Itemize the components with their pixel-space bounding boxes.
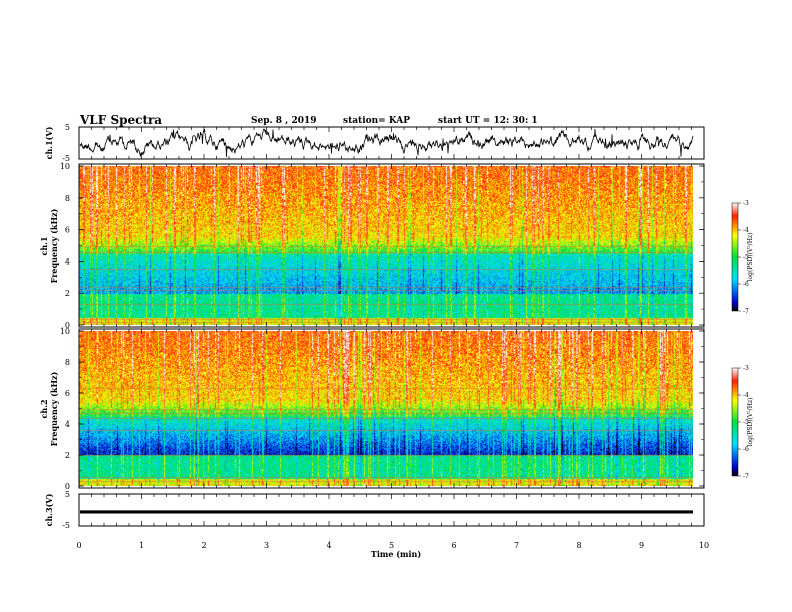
ch1-spectrogram-ylabel-channel: ch.1 [39,236,49,255]
x-tick-label: 5 [389,541,394,550]
start-time-label: start UT = 12: 30: 1 [438,116,538,126]
y-tick-label: 2 [65,451,70,460]
figure-title: VLF Spectra [79,113,162,127]
x-tick-label: 9 [639,541,644,550]
y-tick-label: 4 [65,257,70,266]
ch2-colorbar-label: log(PSD)(V²/Hz) [747,398,754,447]
colorbar-tick-label: -5 [743,419,749,426]
ch2-colorbar-scale [731,367,739,477]
ch1-colorbar-scale [731,202,739,312]
x-axis-tick-labels: 0 1 2 3 4 5 6 7 8 9 10 [76,541,709,550]
y-tick-label: 4 [65,420,70,429]
x-tick-label: 6 [451,541,456,550]
x-tick-label: 3 [264,541,269,550]
y-tick-label: 8 [65,358,70,367]
x-tick-label: 7 [514,541,519,550]
ch3-waveform-panel: 5 -5 ch.3(V) [44,490,705,530]
ch1-ytick-top: 5 [65,123,70,132]
ch2-spectrogram-ylabel-channel: ch.2 [39,399,49,418]
y-tick-label: 0 [65,482,70,491]
y-tick-label: 8 [65,194,70,203]
ch1-waveform-panel: 5 -5 ch.1(V) [44,123,705,163]
ch1-spectrogram-yticks: 0 2 4 6 8 10 [60,162,704,330]
ch2-spectrogram-ticks [78,329,705,488]
ch3-ytick-top: 5 [65,490,70,499]
y-tick-label: 6 [65,226,70,235]
ch2-spectrogram-yticks: 0 2 4 6 8 10 [60,327,704,491]
colorbar-tick-label: -7 [743,308,749,315]
ch2-spectrogram-panel: 0 2 4 6 8 10 ch.2 Frequency (kHz) -3 -4 -5 -6 -7 … [39,327,754,491]
date-label: Sep. 8 , 2019 [251,116,317,126]
y-tick-label: 0 [65,321,70,330]
colorbar-tick-label: -5 [743,254,749,261]
colorbar-tick-label: -3 [743,365,749,372]
colorbar-tick-label: -3 [743,200,749,207]
x-tick-label: 10 [699,541,709,550]
ch1-colorbar-ticks: -3 -4 -5 -6 -7 [738,200,749,315]
ch1-spectrogram-ticks [78,164,705,327]
station-label: station= KAP [343,116,410,126]
x-tick-label: 1 [139,541,144,550]
ch2-spectrogram-ylabel-frequency: Frequency (kHz) [49,371,59,446]
ch3-waveform-ylabel: ch.3(V) [44,493,54,526]
ch1-colorbar-label: log(PSD)(V²/Hz) [747,233,754,282]
x-tick-label: 4 [326,541,331,550]
ch1-colorbar: -3 -4 -5 -6 -7 log(PSD)(V²/Hz) [731,200,754,315]
y-tick-label: 10 [60,162,70,171]
colorbar-tick-label: -4 [743,392,749,399]
ch1-spectrogram-image [79,166,693,325]
ch1-waveform-ticks [78,127,705,159]
ch2-spectrogram-image [79,331,693,486]
colorbar-tick-label: -7 [743,473,749,480]
y-tick-label: 6 [65,389,70,398]
ch2-colorbar: -3 -4 -5 -6 -7 log(PSD)(V²/Hz) [731,365,754,480]
colorbar-tick-label: -6 [743,281,749,288]
ch1-spectrogram-panel: 0 2 4 6 8 10 ch.1 Frequency (kHz) -3 -4 -5 -6 -7 … [39,162,754,330]
x-tick-label: 2 [201,541,206,550]
ch1-waveform-ylabel: ch.1(V) [44,126,54,159]
ch1-spectrogram-ylabel-frequency: Frequency (kHz) [49,208,59,283]
y-tick-label: 2 [65,289,70,298]
y-tick-label: 10 [60,327,70,336]
ch2-colorbar-ticks: -3 -4 -5 -6 -7 [738,365,749,480]
ch1-waveform-trace [79,128,694,158]
x-tick-label: 0 [76,541,81,550]
x-tick-label: 8 [576,541,581,550]
colorbar-tick-label: -4 [743,227,749,234]
ch3-waveform-ticks [78,494,705,526]
x-axis-label: Time (min) [371,549,421,559]
ch3-ytick-bottom: -5 [62,521,70,530]
colorbar-tick-label: -6 [743,446,749,453]
ch1-ytick-bottom: -5 [62,154,70,163]
